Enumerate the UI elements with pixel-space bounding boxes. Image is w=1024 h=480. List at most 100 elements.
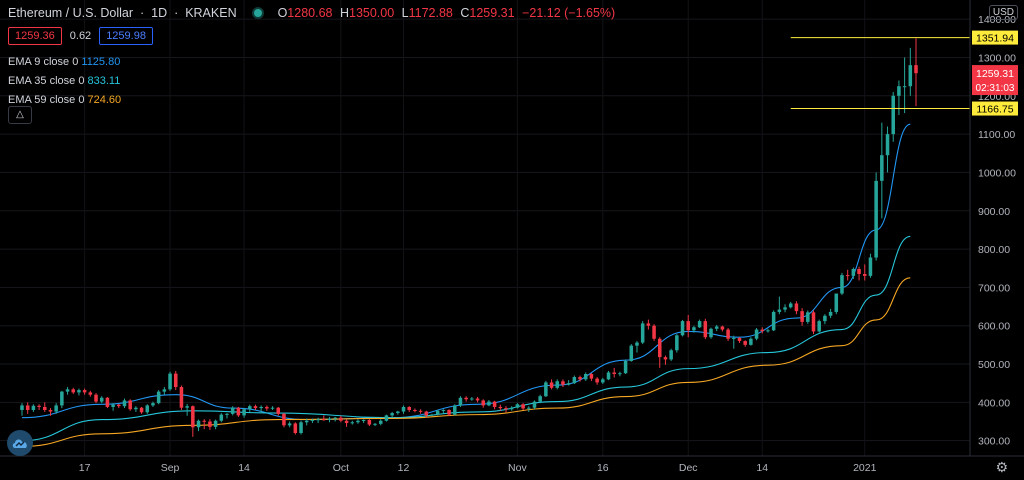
candle-body[interactable] xyxy=(811,312,816,332)
candle-body[interactable] xyxy=(43,406,47,411)
candle-body[interactable] xyxy=(515,404,520,408)
candle-body[interactable] xyxy=(390,413,394,416)
candle-body[interactable] xyxy=(384,415,389,421)
candle-body[interactable] xyxy=(794,303,799,312)
time-axis[interactable]: 17 Sep 14 Oct 12 Nov 16 Dec 14 2021 xyxy=(79,462,877,474)
candle-body[interactable] xyxy=(213,420,218,427)
candle-body[interactable] xyxy=(862,273,867,276)
gear-icon[interactable]: ⚙ xyxy=(995,459,1008,475)
candle-body[interactable] xyxy=(771,311,776,331)
candle-body[interactable] xyxy=(487,401,491,406)
candle-body[interactable] xyxy=(225,413,229,415)
candle-body[interactable] xyxy=(458,397,463,406)
candle-body[interactable] xyxy=(242,409,246,416)
candle-body[interactable] xyxy=(868,257,873,276)
candle-body[interactable] xyxy=(202,420,206,422)
candle-body[interactable] xyxy=(492,401,497,407)
candle-body[interactable] xyxy=(800,311,804,322)
candle-body[interactable] xyxy=(504,408,508,410)
candle-body[interactable] xyxy=(270,407,275,409)
candle-body[interactable] xyxy=(851,269,856,276)
candle-body[interactable] xyxy=(94,394,98,402)
candlesticks[interactable] xyxy=(20,38,918,437)
candle-body[interactable] xyxy=(282,413,286,426)
candle-body[interactable] xyxy=(828,311,833,316)
candle-body[interactable] xyxy=(208,421,212,427)
candle-body[interactable] xyxy=(304,420,309,423)
candle-body[interactable] xyxy=(322,419,326,421)
candle-body[interactable] xyxy=(498,406,503,409)
candle-body[interactable] xyxy=(299,422,303,434)
candle-body[interactable] xyxy=(48,410,53,412)
candle-body[interactable] xyxy=(339,417,343,421)
candle-body[interactable] xyxy=(327,418,332,420)
candle-body[interactable] xyxy=(407,406,411,411)
candle-body[interactable] xyxy=(54,405,58,412)
indicator-ema-35[interactable]: EMA 35 close 0 833.11 xyxy=(8,75,120,87)
candle-body[interactable] xyxy=(168,373,172,390)
candle-body[interactable] xyxy=(185,406,189,408)
candle-body[interactable] xyxy=(424,411,429,416)
candle-body[interactable] xyxy=(766,330,770,332)
candle-body[interactable] xyxy=(618,373,622,375)
candle-body[interactable] xyxy=(840,275,844,294)
candle-body[interactable] xyxy=(527,407,531,409)
candle-body[interactable] xyxy=(703,321,708,338)
candle-body[interactable] xyxy=(25,405,30,411)
candle-body[interactable] xyxy=(663,357,668,360)
candle-body[interactable] xyxy=(720,326,725,330)
candle-body[interactable] xyxy=(669,350,673,360)
candle-body[interactable] xyxy=(350,422,355,424)
candle-body[interactable] xyxy=(265,406,269,409)
candle-body[interactable] xyxy=(857,269,861,274)
candle-body[interactable] xyxy=(191,406,195,428)
buy-button[interactable]: 1259.98 xyxy=(99,27,153,45)
candle-body[interactable] xyxy=(737,337,742,342)
candle-body[interactable] xyxy=(128,400,132,410)
horizontal-lines[interactable] xyxy=(790,37,970,110)
candle-body[interactable] xyxy=(219,414,224,421)
candle-body[interactable] xyxy=(481,400,486,406)
candle-body[interactable] xyxy=(396,411,400,414)
candle-body[interactable] xyxy=(196,420,201,428)
candle-body[interactable] xyxy=(435,410,440,415)
candle-body[interactable] xyxy=(179,387,184,408)
candle-body[interactable] xyxy=(891,95,895,135)
candle-body[interactable] xyxy=(464,397,468,400)
candle-body[interactable] xyxy=(259,406,263,409)
candle-body[interactable] xyxy=(902,86,907,88)
candle-body[interactable] xyxy=(817,321,821,332)
symbol-title[interactable]: Ethereum / U.S. Dollar xyxy=(8,6,134,20)
candle-body[interactable] xyxy=(316,419,320,421)
candle-body[interactable] xyxy=(601,379,605,383)
candle-body[interactable] xyxy=(122,400,127,407)
candle-body[interactable] xyxy=(373,423,377,425)
candle-body[interactable] xyxy=(908,65,913,87)
candle-body[interactable] xyxy=(356,420,360,423)
candle-body[interactable] xyxy=(646,323,651,326)
candle-body[interactable] xyxy=(709,328,713,338)
candle-body[interactable] xyxy=(60,391,64,406)
candle-body[interactable] xyxy=(248,406,252,410)
candle-body[interactable] xyxy=(111,404,115,407)
candle-body[interactable] xyxy=(88,392,93,395)
candle-body[interactable] xyxy=(145,405,150,413)
candle-body[interactable] xyxy=(680,321,685,336)
candle-body[interactable] xyxy=(572,377,577,384)
candle-body[interactable] xyxy=(134,407,138,410)
candle-body[interactable] xyxy=(162,389,167,392)
candle-body[interactable] xyxy=(276,407,281,414)
candle-body[interactable] xyxy=(629,345,634,361)
candle-body[interactable] xyxy=(595,378,599,383)
candle-body[interactable] xyxy=(880,155,884,181)
candle-body[interactable] xyxy=(521,404,525,409)
candle-body[interactable] xyxy=(589,373,594,379)
candle-body[interactable] xyxy=(430,414,434,416)
candle-body[interactable] xyxy=(640,323,645,343)
candle-body[interactable] xyxy=(361,419,366,421)
candle-body[interactable] xyxy=(686,321,690,331)
candle-body[interactable] xyxy=(310,419,315,421)
candle-body[interactable] xyxy=(714,326,719,329)
candle-body[interactable] xyxy=(236,407,241,416)
